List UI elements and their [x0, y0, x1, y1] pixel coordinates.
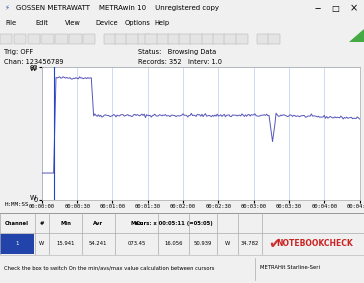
Bar [224, 34, 237, 44]
Bar [257, 34, 269, 44]
Text: Edit: Edit [35, 20, 48, 26]
Bar [202, 34, 214, 44]
Text: □: □ [331, 4, 339, 12]
Text: Trig: OFF: Trig: OFF [4, 49, 33, 55]
Text: Avr: Avr [93, 221, 103, 226]
Bar [28, 34, 40, 44]
Text: 1: 1 [15, 241, 19, 246]
Text: 15.941: 15.941 [56, 241, 75, 246]
Bar [69, 34, 82, 44]
Bar [115, 34, 127, 44]
Bar [190, 34, 203, 44]
Text: 34.782: 34.782 [240, 241, 258, 246]
Text: Min: Min [60, 221, 71, 226]
Text: W: W [30, 66, 36, 72]
Text: ✔: ✔ [268, 237, 281, 252]
Text: View: View [65, 20, 81, 26]
Text: H:MM:SS: H:MM:SS [4, 202, 29, 207]
Text: 54.241: 54.241 [89, 241, 107, 246]
Bar [55, 34, 68, 44]
Bar [268, 34, 280, 44]
Bar [0, 34, 12, 44]
Bar [41, 34, 54, 44]
Bar [213, 34, 225, 44]
Text: Check the box to switch On the min/avs/max value calculation between cursors: Check the box to switch On the min/avs/m… [4, 265, 214, 270]
Text: Options: Options [125, 20, 151, 26]
Bar [236, 34, 248, 44]
Text: Device: Device [95, 20, 118, 26]
Text: #: # [40, 221, 44, 226]
Bar [83, 34, 95, 44]
Text: 50.939: 50.939 [194, 241, 212, 246]
Text: 073.45: 073.45 [127, 241, 146, 246]
Bar [138, 34, 150, 44]
Bar [126, 34, 139, 44]
Polygon shape [349, 29, 364, 42]
Bar [168, 34, 180, 44]
Bar [104, 34, 116, 44]
Text: ⚡: ⚡ [4, 5, 9, 11]
Text: Channel: Channel [5, 221, 29, 226]
Text: Max: Max [130, 221, 143, 226]
Text: W: W [30, 194, 36, 201]
Text: ×: × [349, 3, 357, 13]
Bar [157, 34, 169, 44]
Text: Chan: 123456789: Chan: 123456789 [4, 59, 64, 65]
Bar [179, 34, 191, 44]
Text: ‒: ‒ [315, 3, 321, 13]
Text: 16.056: 16.056 [165, 241, 183, 246]
Text: METRAHit Starline-Seri: METRAHit Starline-Seri [260, 265, 320, 270]
Bar [0, 234, 34, 254]
Text: GOSSEN METRAWATT    METRAwin 10    Unregistered copy: GOSSEN METRAWATT METRAwin 10 Unregistere… [16, 5, 219, 11]
Text: Curs: x 00:05:11 (=05:05): Curs: x 00:05:11 (=05:05) [136, 221, 212, 226]
Text: W: W [225, 241, 230, 246]
Text: NOTEBOOKCHECK: NOTEBOOKCHECK [277, 239, 353, 248]
Text: File: File [5, 20, 17, 26]
Text: Help: Help [155, 20, 170, 26]
Text: Status:   Browsing Data: Status: Browsing Data [138, 49, 217, 55]
Bar [145, 34, 158, 44]
Text: Records: 352   Interv: 1.0: Records: 352 Interv: 1.0 [138, 59, 222, 65]
Text: W: W [39, 241, 44, 246]
Bar [14, 34, 26, 44]
